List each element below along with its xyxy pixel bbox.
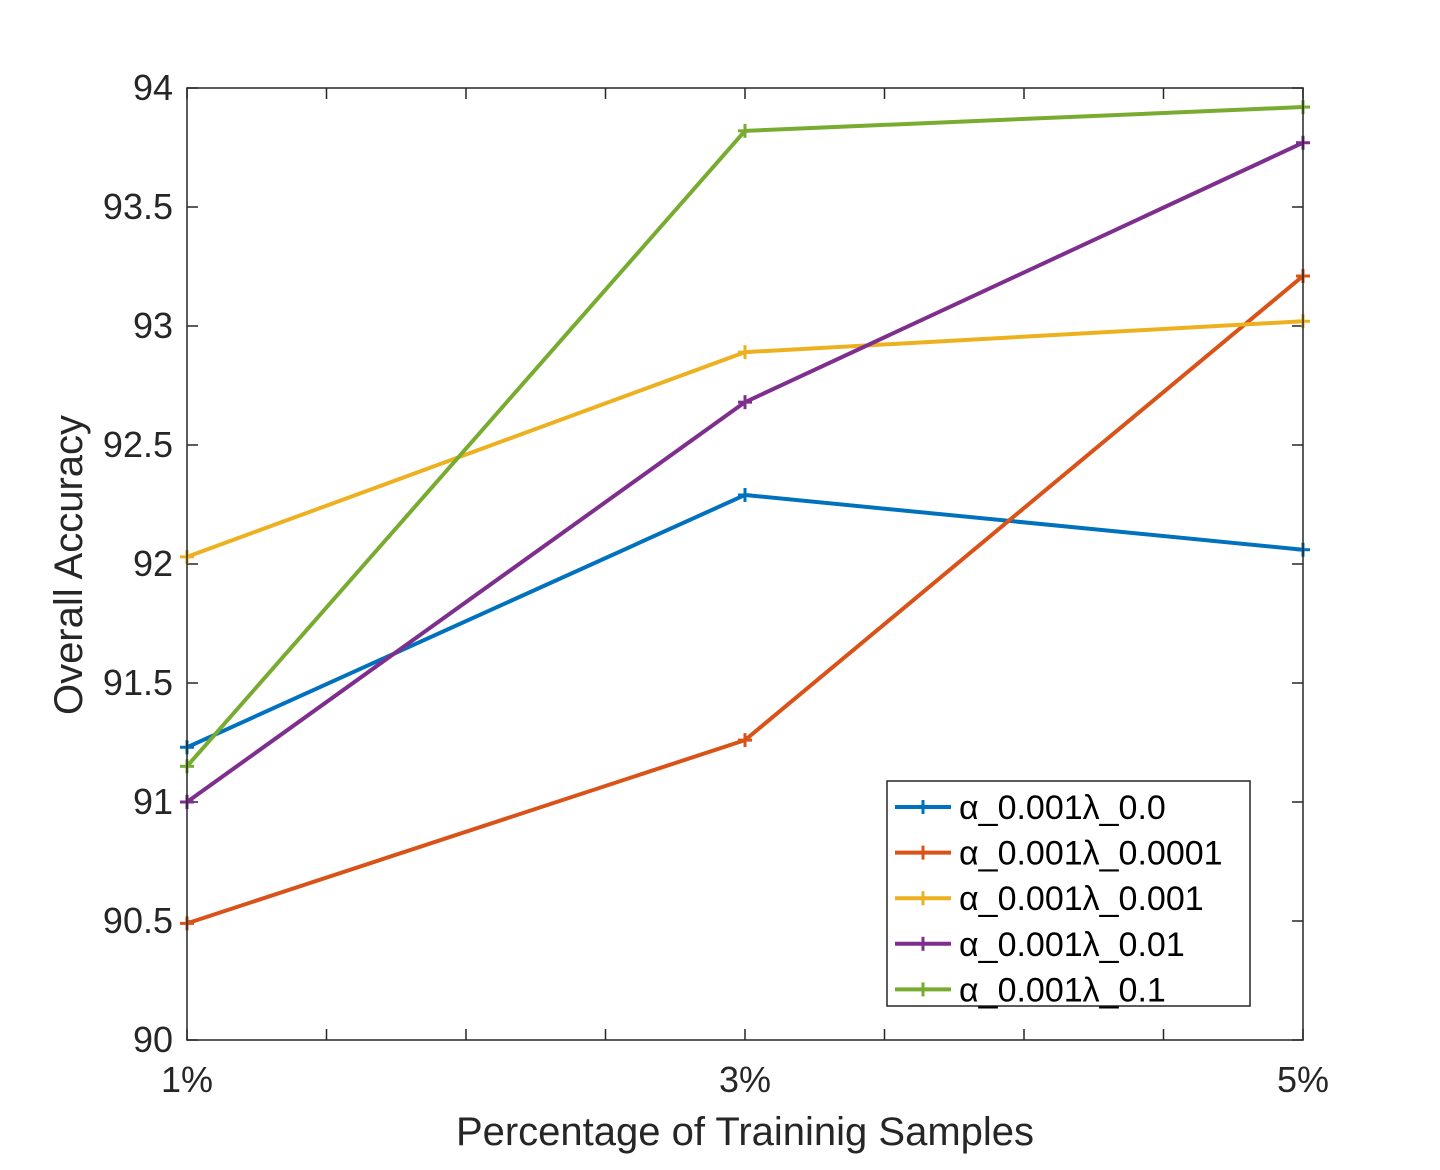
y-tick-label: 91.5 [103,662,173,703]
legend-label: α_0.001λ_0.001 [959,880,1204,918]
legend-item: α_0.001λ_0.0 [895,789,1166,827]
legend-box [886,780,1251,1007]
x-tick-label: 3% [719,1059,771,1100]
legend-items: α_0.001λ_0.0 α_0.001λ_0.0001 α_0.001λ_0.00… [895,789,1223,1009]
y-axis-title: Overall Accuracy [47,415,91,715]
y-tick-label: 90.5 [103,900,173,941]
legend-marker [916,936,930,951]
x-tick-labels: 1% 3% 5% [161,1059,1329,1100]
legend-item: α_0.001λ_0.01 [895,926,1185,964]
legend-item: α_0.001λ_0.0001 [895,835,1223,873]
y-tick-label: 94 [133,67,173,108]
legend-marker [916,982,930,997]
data-point-marker [738,123,752,138]
data-point-marker [738,733,752,748]
legend-label: α_0.001λ_0.01 [959,926,1185,964]
y-tick-label: 93 [133,305,173,346]
x-axis-title: Percentage of Traininig Samples [456,1110,1034,1154]
y-tick-label: 92 [133,543,173,584]
legend-item: α_0.001λ_0.1 [895,971,1166,1009]
y-tick-label: 92.5 [103,424,173,465]
x-tick-label: 1% [161,1059,213,1100]
legend-label: α_0.001λ_0.0001 [959,835,1223,873]
plot-frame [186,87,1304,1041]
legend-label: α_0.001λ_0.1 [959,971,1166,1009]
data-point-marker [738,345,752,360]
legend-marker [916,845,930,860]
series-layer [180,100,1310,931]
legend-label: α_0.001λ_0.0 [959,789,1166,827]
y-tick-labels: 90 90.5 91 91.5 92 92.5 93 93.5 94 [103,67,173,1060]
y-tick-label: 93.5 [103,186,173,227]
data-point-marker [738,487,752,502]
legend-marker [916,800,930,814]
data-point-marker [738,395,752,410]
legend-item: α_0.001λ_0.001 [895,880,1204,918]
y-tick-label: 91 [133,781,173,822]
legend: α_0.001λ_0.0 α_0.001λ_0.0001 α_0.001λ_0.00… [886,780,1251,1009]
legend-marker [916,891,930,906]
x-tick-label: 5% [1277,1059,1329,1100]
y-tick-label: 90 [133,1019,173,1060]
